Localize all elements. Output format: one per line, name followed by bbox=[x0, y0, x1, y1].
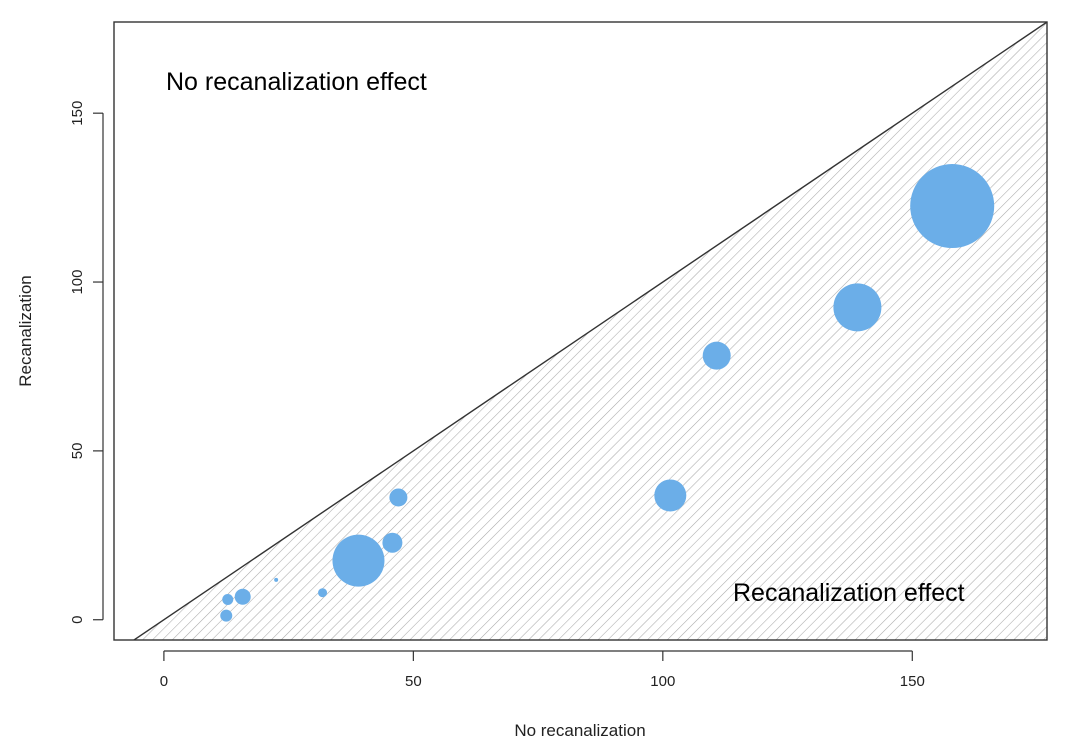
data-point-11 bbox=[833, 283, 882, 332]
x-tick-label: 100 bbox=[650, 673, 675, 690]
identity-line bbox=[132, 22, 1047, 640]
data-point-3 bbox=[234, 588, 251, 605]
annotation-no-recanalization-effect: No recanalization effect bbox=[166, 68, 427, 96]
y-axis: 0 50 100 150 bbox=[69, 101, 104, 624]
y-tick-label: 100 bbox=[69, 270, 86, 295]
data-point-10 bbox=[702, 341, 731, 370]
plot-frame bbox=[113, 21, 1048, 641]
data-point-5 bbox=[318, 588, 328, 598]
x-tick-label: 0 bbox=[160, 673, 168, 690]
annotation-recanalization-effect: Recanalization effect bbox=[733, 579, 965, 607]
y-tick-label: 0 bbox=[69, 616, 86, 624]
data-point-1 bbox=[220, 609, 233, 622]
y-tick-label: 50 bbox=[69, 443, 86, 460]
x-axis: 0 50 100 150 bbox=[160, 650, 925, 690]
data-point-12 bbox=[910, 164, 995, 249]
data-point-7 bbox=[382, 532, 403, 553]
data-point-4 bbox=[274, 577, 279, 582]
data-point-9 bbox=[654, 479, 687, 512]
y-tick-label: 150 bbox=[69, 101, 86, 126]
x-tick-label: 50 bbox=[405, 673, 422, 690]
x-axis-label: No recanalization bbox=[514, 721, 645, 740]
data-point-8 bbox=[389, 488, 408, 507]
data-point-6 bbox=[332, 534, 385, 587]
points-layer bbox=[220, 164, 995, 622]
y-axis-label: Recanalization bbox=[16, 275, 35, 387]
data-point-2 bbox=[222, 593, 234, 605]
x-tick-label: 150 bbox=[900, 673, 925, 690]
